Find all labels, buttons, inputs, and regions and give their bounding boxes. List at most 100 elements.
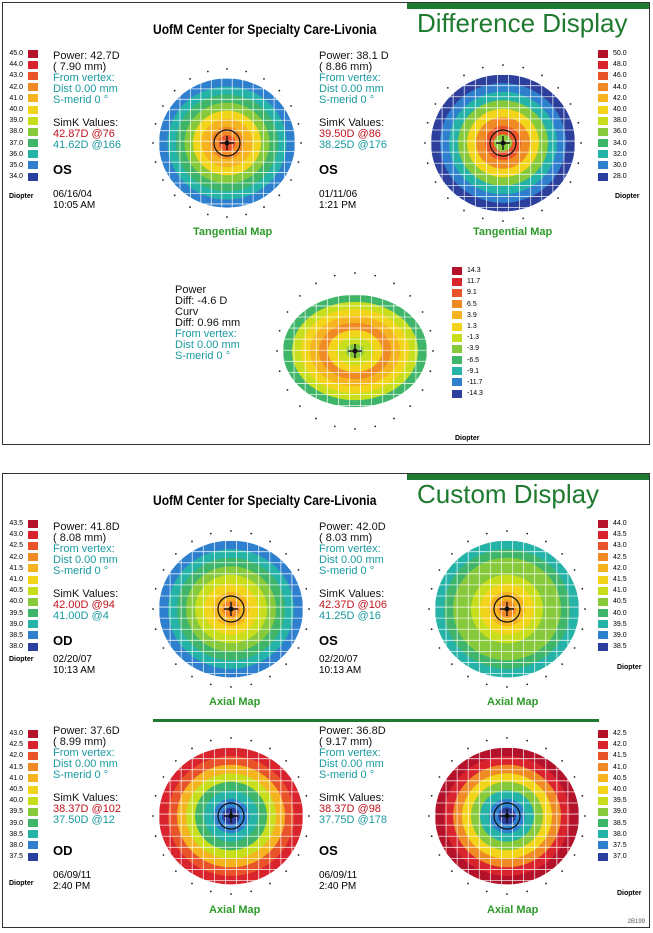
curv-diff-value: Diff: 0.96 mm	[175, 317, 241, 329]
scale-swatch	[27, 795, 39, 806]
scale-swatch	[597, 149, 609, 160]
scale-swatch	[597, 829, 609, 840]
power-diff-value: Diff: -4.6 D	[175, 295, 228, 307]
scale-row: 43.0	[597, 540, 649, 551]
exam-time: 10:13 AM	[319, 665, 362, 676]
scale-value: 40.5	[9, 786, 23, 794]
scale-swatch	[27, 70, 39, 81]
scale-swatch	[597, 82, 609, 93]
scale-value: 41.5	[9, 763, 23, 771]
scale-row: 14.3	[451, 265, 503, 276]
scale-swatch	[597, 104, 609, 115]
scale-swatch	[597, 773, 609, 784]
scale-swatch	[597, 115, 609, 126]
scale-swatch	[27, 630, 39, 641]
bottom-right-axial-map	[428, 737, 586, 895]
scale-swatch	[597, 160, 609, 171]
power-value: Power: 41.8D	[53, 521, 120, 533]
scale-value: 40.5	[613, 598, 627, 606]
scale-row: 40.0	[597, 104, 649, 115]
simk-label: SimK Values:	[319, 588, 385, 600]
power-value: Power: 36.8D	[319, 725, 386, 737]
corner-mark: 2B199	[627, 919, 645, 925]
scale-row: 42.0	[5, 82, 57, 93]
scale-swatch	[27, 126, 39, 137]
scale-value: 42.0	[9, 752, 23, 760]
scale-row: 44.0	[5, 59, 57, 70]
from-vertex-label: From vertex:	[53, 72, 115, 84]
scale-swatch	[597, 70, 609, 81]
scale-value: 39.5	[613, 797, 627, 805]
scale-swatch	[597, 574, 609, 585]
scale-row: 40.0	[5, 795, 57, 806]
left-tangential-map	[152, 68, 302, 218]
scale-swatch	[597, 784, 609, 795]
scale-swatch	[597, 641, 609, 652]
simk-label: SimK Values:	[319, 792, 385, 804]
scale-swatch	[27, 840, 39, 851]
top-left-map-info: Power: 41.8D ( 8.08 mm) From vertex: Dis…	[53, 521, 120, 677]
scale-unit-label: Diopter	[9, 880, 34, 887]
scale-swatch	[27, 529, 39, 540]
scale-swatch	[27, 806, 39, 817]
scale-row: 9.1	[451, 287, 503, 298]
scale-value: 44.0	[613, 520, 627, 528]
scale-value: 34.0	[613, 139, 627, 147]
scale-row: 38.0	[5, 641, 57, 652]
scale-value: 44.0	[613, 83, 627, 91]
scale-row: 37.0	[5, 138, 57, 149]
scale-row: 41.0	[597, 762, 649, 773]
scale-row: 35.0	[5, 160, 57, 171]
scale-swatch	[597, 608, 609, 619]
scale-row: 40.0	[5, 104, 57, 115]
scale-value: 41.5	[613, 752, 627, 760]
scale-row: 11.7	[451, 276, 503, 287]
scale-swatch	[27, 818, 39, 829]
scale-value: 40.5	[9, 587, 23, 595]
map-type-label: Tangential Map	[473, 226, 553, 238]
scale-row: -3.9	[451, 343, 503, 354]
from-vertex-label: From vertex:	[175, 328, 237, 340]
scale-value: 32.0	[613, 150, 627, 158]
scale-swatch	[27, 104, 39, 115]
difference-map-info: Power Diff: -4.6 D Curv Diff: 0.96 mm Fr…	[175, 285, 240, 362]
exam-date: 06/09/11	[319, 870, 358, 881]
scale-value: 36.0	[9, 150, 23, 158]
custom-display-banner: Custom Display	[407, 474, 649, 508]
scale-unit-label: Diopter	[615, 193, 640, 200]
scale-value: 39.5	[613, 620, 627, 628]
eye-label: OS	[319, 633, 338, 648]
scale-swatch	[27, 596, 39, 607]
scale-value: 38.5	[9, 830, 23, 838]
section-divider	[153, 719, 599, 722]
scale-swatch	[27, 608, 39, 619]
scale-row: 50.0	[597, 48, 649, 59]
scale-row: 39.5	[5, 608, 57, 619]
from-vertex-label: From vertex:	[53, 543, 115, 555]
scale-swatch	[597, 728, 609, 739]
scale-unit-label: Diopter	[9, 193, 34, 200]
scale-row: 41.0	[5, 93, 57, 104]
scale-row: 1.3	[451, 321, 503, 332]
scale-row: -6.5	[451, 355, 503, 366]
exam-date: 02/20/07	[53, 654, 92, 665]
scale-value: 35.0	[9, 161, 23, 169]
scale-value: 41.0	[9, 774, 23, 782]
s-merid-value: S-merid 0 °	[175, 350, 231, 362]
scale-value: 43.0	[9, 730, 23, 738]
simk-steep-value: 38.37D @102	[53, 803, 122, 815]
scale-swatch	[451, 287, 463, 298]
dist-value: Dist 0.00 mm	[53, 758, 118, 770]
scale-swatch	[27, 784, 39, 795]
scale-value: 41.5	[613, 576, 627, 584]
eye-label: OD	[53, 843, 73, 858]
scale-value: 40.0	[613, 786, 627, 794]
top-right-axial-map	[428, 530, 586, 688]
dist-value: Dist 0.00 mm	[319, 83, 384, 95]
scale-row: 43.0	[5, 728, 57, 739]
scale-value: 39.0	[9, 819, 23, 827]
simk-steep-value: 42.37D @106	[319, 599, 388, 611]
scale-value: 41.0	[613, 763, 627, 771]
scale-row: 46.0	[597, 70, 649, 81]
scale-value: 43.5	[613, 531, 627, 539]
